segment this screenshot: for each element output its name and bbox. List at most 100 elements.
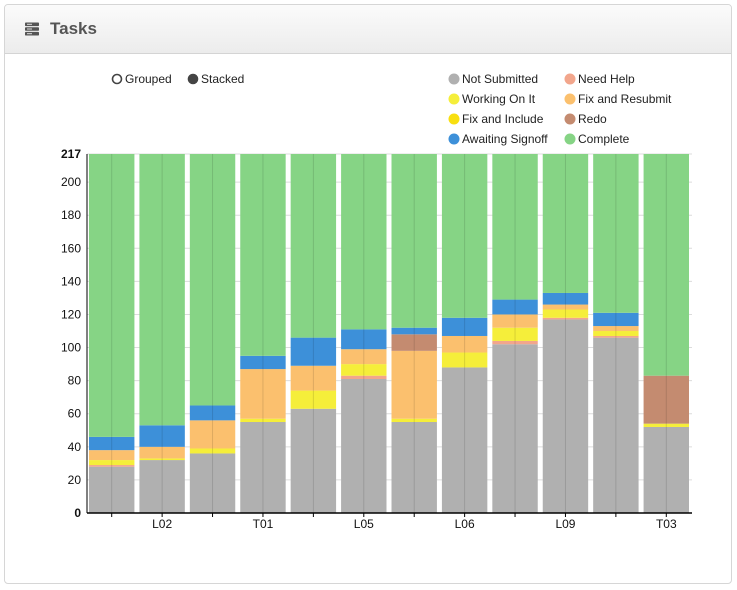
bar-segment-complete [139, 154, 185, 426]
y-tick-label: 100 [61, 341, 81, 355]
bar-segment-working-on-it [139, 458, 185, 461]
legend-label-redo[interactable]: Redo [578, 112, 607, 126]
bar-segment-need-help [593, 335, 639, 338]
y-tick-label: 160 [61, 241, 81, 255]
bar-segment-complete [643, 154, 689, 376]
mode-grouped-label[interactable]: Grouped [125, 72, 172, 86]
bar-segment-complete [240, 154, 286, 356]
y-tick-label: 200 [61, 175, 81, 189]
legend-swatch-need-help[interactable] [564, 73, 576, 85]
bar-segment-need-help [492, 340, 538, 345]
bar-segment-complete [341, 154, 387, 330]
y-tick-label: 140 [61, 274, 81, 288]
x-tick-label: L09 [555, 517, 575, 531]
bar-segment-working-on-it [643, 423, 689, 427]
bar-segment-not-submitted [542, 319, 589, 513]
bar-segment-not-submitted [290, 408, 337, 513]
bar-segment-complete [441, 154, 488, 318]
bar-segment-awaiting-signoff [89, 436, 135, 451]
bar-segment-fix-and-resubmit [341, 349, 387, 365]
bar-segment-fix-and-resubmit [240, 369, 286, 419]
panel-header: Tasks [5, 5, 731, 54]
legend-label-fix-and-include[interactable]: Fix and Include [462, 112, 544, 126]
bar-segment-fix-and-resubmit [391, 350, 437, 419]
bar-segment-complete [542, 154, 589, 293]
bar-segment-complete [290, 154, 337, 338]
y-tick-label: 60 [68, 407, 82, 421]
y-tick-label: 217 [61, 147, 81, 161]
legend-swatch-fix-and-resubmit[interactable] [564, 93, 576, 105]
x-tick-label: L05 [354, 517, 374, 531]
x-tick-label: T01 [253, 517, 274, 531]
bar-segment-working-on-it [290, 390, 337, 409]
y-tick-label: 0 [74, 506, 81, 520]
bar-segment-need-help [542, 317, 589, 320]
x-tick-label: T03 [656, 517, 677, 531]
bar-segment-complete [391, 154, 437, 328]
bar-segment-awaiting-signoff [542, 292, 589, 305]
x-tick-label: L02 [152, 517, 172, 531]
bar-segment-awaiting-signoff [139, 425, 185, 447]
legend-swatch-complete[interactable] [564, 133, 576, 145]
y-tick-label: 180 [61, 208, 81, 222]
bar-segment-not-submitted [341, 378, 387, 513]
bar-segment-complete [492, 154, 538, 300]
bar-segment-not-submitted [189, 453, 236, 513]
y-tick-label: 40 [68, 440, 82, 454]
bar-segment-awaiting-signoff [290, 337, 337, 366]
bar-segment-awaiting-signoff [593, 312, 639, 327]
bar-segment-fix-and-resubmit [593, 326, 639, 332]
bar-segment-need-help [89, 465, 135, 467]
bar-segment-working-on-it [189, 448, 236, 454]
bar-segment-working-on-it [240, 418, 286, 423]
panel-title: Tasks [50, 19, 97, 38]
bar-segment-working-on-it [441, 352, 488, 368]
bar-segment-not-submitted [391, 422, 437, 513]
bar-segment-fix-and-resubmit [492, 314, 538, 328]
bar-segment-not-submitted [492, 344, 538, 513]
mode-stacked-label[interactable]: Stacked [201, 72, 244, 86]
bar-segment-not-submitted [643, 426, 689, 513]
legend-swatch-awaiting-signoff[interactable] [448, 133, 460, 145]
bar-segment-awaiting-signoff [391, 327, 437, 335]
server-stack-icon [25, 22, 39, 36]
legend-swatch-working-on-it[interactable] [448, 93, 460, 105]
bar-segment-working-on-it [341, 364, 387, 376]
bar-segment-fix-and-resubmit [189, 420, 236, 449]
bar-segment-not-submitted [441, 367, 488, 513]
bar-segment-need-help [341, 375, 387, 379]
legend-label-working-on-it[interactable]: Working On It [462, 92, 536, 106]
bar-segment-not-submitted [593, 337, 639, 513]
legend-label-fix-and-resubmit[interactable]: Fix and Resubmit [578, 92, 672, 106]
bar-segment-not-submitted [240, 422, 286, 513]
legend-swatch-not-submitted[interactable] [448, 73, 460, 85]
legend-label-complete[interactable]: Complete [578, 132, 630, 146]
y-tick-label: 20 [68, 473, 82, 487]
bar-segment-working-on-it [89, 460, 135, 466]
bar-segment-complete [89, 154, 135, 437]
legend-label-not-submitted[interactable]: Not Submitted [462, 72, 538, 86]
x-tick-label: L06 [455, 517, 475, 531]
legend-label-awaiting-signoff[interactable]: Awaiting Signoff [462, 132, 548, 146]
bar-segment-redo [391, 334, 437, 351]
legend-label-need-help[interactable]: Need Help [578, 72, 635, 86]
legend-swatch-fix-and-include[interactable] [448, 113, 460, 125]
bar-segment-awaiting-signoff [492, 299, 538, 315]
legend-swatch-redo[interactable] [564, 113, 576, 125]
bar-segment-fix-and-resubmit [542, 304, 589, 310]
bar-segment-working-on-it [542, 309, 589, 318]
bar-segment-fix-and-resubmit [139, 446, 185, 459]
bar-segment-complete [593, 154, 639, 313]
bar-segment-working-on-it [492, 327, 538, 341]
bar-segment-fix-and-resubmit [290, 365, 337, 391]
bar-segment-redo [643, 375, 689, 424]
bar-segment-awaiting-signoff [240, 355, 286, 370]
bar-segment-awaiting-signoff [341, 329, 387, 350]
y-tick-label: 80 [68, 374, 82, 388]
bar-segment-complete [189, 154, 236, 406]
bar-segment-awaiting-signoff [189, 405, 236, 421]
mode-stacked-radio[interactable] [187, 73, 199, 85]
bar-segment-awaiting-signoff [441, 317, 488, 336]
mode-grouped-radio[interactable] [111, 73, 123, 85]
